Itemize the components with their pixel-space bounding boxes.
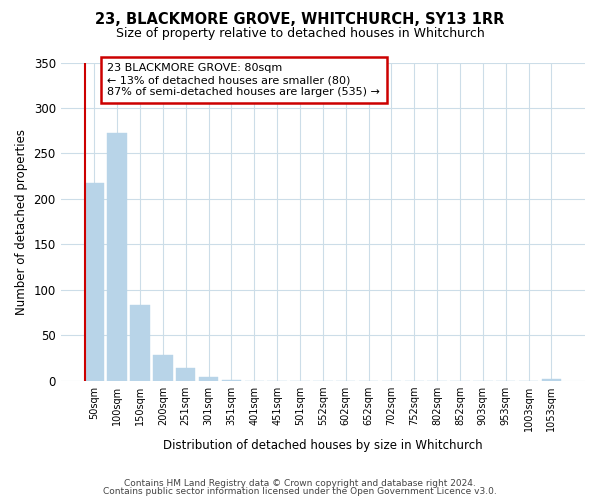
Bar [85, 182, 104, 381]
Text: Size of property relative to detached houses in Whitchurch: Size of property relative to detached ho… [116, 28, 484, 40]
Bar [153, 354, 173, 381]
Bar [199, 378, 218, 381]
Y-axis label: Number of detached properties: Number of detached properties [15, 128, 28, 314]
Text: 23 BLACKMORE GROVE: 80sqm
← 13% of detached houses are smaller (80)
87% of semi-: 23 BLACKMORE GROVE: 80sqm ← 13% of detac… [107, 64, 380, 96]
Text: Contains HM Land Registry data © Crown copyright and database right 2024.: Contains HM Land Registry data © Crown c… [124, 478, 476, 488]
Bar [542, 379, 561, 381]
Bar [176, 368, 196, 381]
Text: 23, BLACKMORE GROVE, WHITCHURCH, SY13 1RR: 23, BLACKMORE GROVE, WHITCHURCH, SY13 1R… [95, 12, 505, 28]
Bar [107, 134, 127, 381]
Bar [130, 304, 149, 381]
X-axis label: Distribution of detached houses by size in Whitchurch: Distribution of detached houses by size … [163, 440, 482, 452]
Text: Contains public sector information licensed under the Open Government Licence v3: Contains public sector information licen… [103, 487, 497, 496]
Bar [221, 380, 241, 381]
